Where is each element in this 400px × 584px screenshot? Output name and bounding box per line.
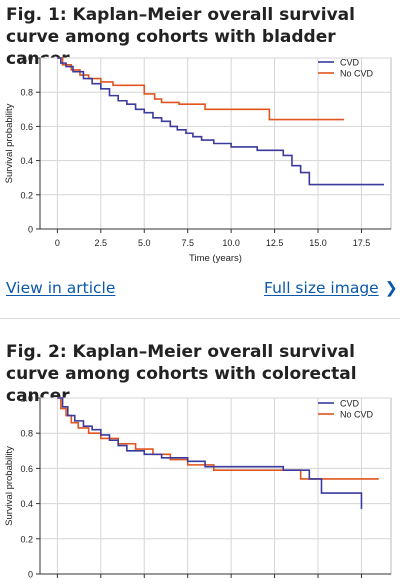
y-tick-label: 1.0 xyxy=(20,54,33,64)
y-tick-label: 0.4 xyxy=(20,156,33,166)
y-tick-label: 0.2 xyxy=(20,190,33,200)
view-in-article-label: View in article xyxy=(6,279,116,297)
figure-2-chart[interactable]: 0 0.2 0.4 0.6 0.8 1.0 Survival probability CVD N… xyxy=(0,388,400,584)
x-tick-label: 17.5 xyxy=(353,238,371,248)
full-size-image-link[interactable]: Full size image ❯ xyxy=(264,279,398,297)
x-tick-label: 15.0 xyxy=(309,238,327,248)
y-axis-label: Survival probability xyxy=(4,446,15,526)
x-tick-label: 10.0 xyxy=(222,238,240,248)
y-tick-label: 0.6 xyxy=(20,122,33,132)
x-tick-label: 0 xyxy=(55,238,60,248)
y-tick-label: 0 xyxy=(28,225,33,235)
legend-label: CVD xyxy=(340,57,360,67)
view-in-article-link[interactable]: View in article xyxy=(6,279,115,297)
legend-label: CVD xyxy=(340,398,360,408)
figure-1-title: Fig. 1: Kaplan–Meier overall survival cu… xyxy=(6,5,355,69)
y-tick-label: 0.4 xyxy=(20,499,33,509)
full-size-image-label: Full size image xyxy=(264,279,379,297)
series-line-cvd xyxy=(57,397,363,509)
figure-2-title: Fig. 2: Kaplan–Meier overall survival cu… xyxy=(6,342,357,406)
x-axis-label: Time (years) xyxy=(189,253,242,264)
figure-1-chart-svg: 0 0.2 0.4 0.6 0.8 1.0 0 2.5 5.0 7.5 10.0 12.5 15.0 17… xyxy=(4,54,392,264)
y-tick-label: 1.0 xyxy=(20,394,33,404)
y-tick-label: 0 xyxy=(28,570,33,580)
figure-divider xyxy=(0,318,400,319)
series-line-no-cvd xyxy=(57,57,345,121)
x-tick-label: 2.5 xyxy=(95,238,108,248)
y-axis-label: Survival probability xyxy=(4,103,15,183)
chevron-right-icon: ❯ xyxy=(384,279,398,297)
legend-label: No CVD xyxy=(340,68,374,78)
plot-frame xyxy=(39,397,392,575)
legend-label: No CVD xyxy=(340,409,374,419)
x-tick-label: 12.5 xyxy=(266,238,284,248)
y-tick-label: 0.8 xyxy=(20,429,33,439)
y-tick-label: 0.6 xyxy=(20,464,33,474)
y-tick-label: 0.2 xyxy=(20,534,33,544)
y-tick-label: 0.8 xyxy=(20,88,33,98)
series-line-cvd xyxy=(57,57,385,186)
figure-1-chart[interactable]: 0 0.2 0.4 0.6 0.8 1.0 0 2.5 5.0 7.5 10.0 12.5 15.0 17… xyxy=(0,50,400,270)
figure-2-chart-svg: 0 0.2 0.4 0.6 0.8 1.0 Survival probability CVDN… xyxy=(4,394,392,580)
x-tick-label: 5.0 xyxy=(138,238,151,248)
x-tick-label: 7.5 xyxy=(181,238,194,248)
